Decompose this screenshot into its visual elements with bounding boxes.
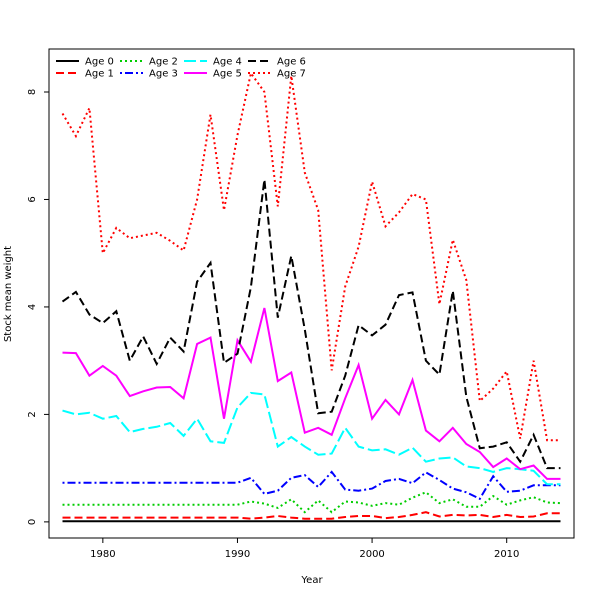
legend-label: Age 2 (149, 57, 178, 68)
legend-label: Age 6 (277, 57, 306, 68)
series-line-age-6 (61, 179, 561, 470)
legend-label: Age 0 (85, 57, 114, 68)
y-axis: 0 2 4 6 8 (27, 89, 49, 525)
x-tick-label: 2000 (359, 549, 384, 560)
series-line-age-3 (62, 470, 561, 501)
x-tick-label: 1990 (225, 549, 250, 560)
legend-label: Age 5 (213, 69, 242, 80)
y-tick-label: 0 (27, 519, 38, 525)
x-axis: 1980 1990 2000 2010 (90, 538, 519, 560)
x-tick-label: 2010 (494, 549, 519, 560)
legend-label: Age 3 (149, 69, 178, 80)
y-tick-label: 4 (27, 304, 38, 310)
series-line-age-1 (62, 511, 561, 520)
legend-label: Age 7 (277, 69, 306, 80)
series-line-age-5 (62, 307, 561, 480)
y-tick-label: 8 (27, 89, 38, 95)
series-line-age-7 (61, 70, 561, 442)
x-axis-title: Year (300, 575, 323, 586)
y-axis-title: Stock mean weight (3, 246, 14, 342)
x-tick-label: 1980 (90, 549, 115, 560)
y-tick-label: 6 (27, 196, 38, 202)
series-line-age-4 (62, 391, 561, 486)
legend-label: Age 4 (213, 57, 242, 68)
series-line-age-2 (62, 491, 561, 514)
y-tick-label: 2 (27, 411, 38, 417)
legend-label: Age 1 (85, 69, 114, 80)
plot-frame (48, 48, 575, 539)
